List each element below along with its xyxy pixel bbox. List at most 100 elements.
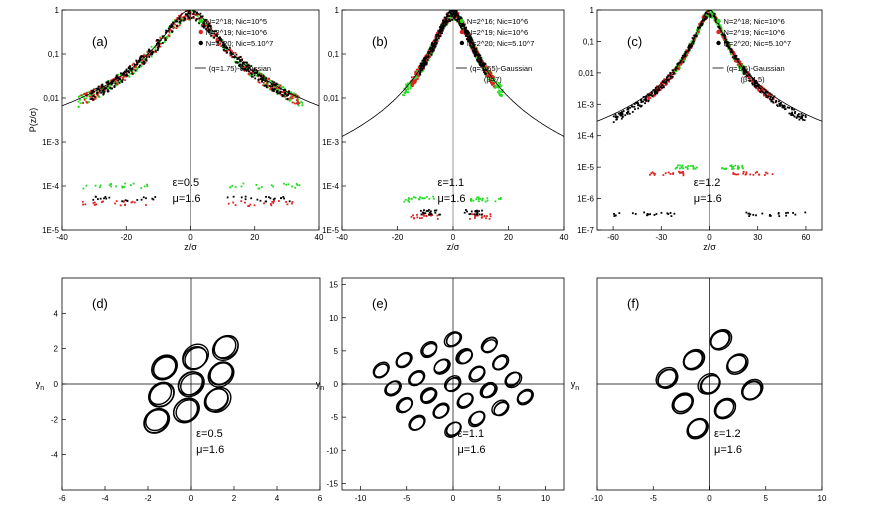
- data-point: [428, 47, 431, 50]
- data-point: [444, 22, 447, 25]
- data-point: [248, 70, 250, 73]
- data-point: [467, 38, 470, 41]
- data-point: [761, 212, 764, 215]
- data-point: [655, 213, 658, 215]
- data-point: [712, 15, 715, 17]
- data-point: [483, 215, 486, 218]
- data-point: [129, 65, 131, 68]
- data-point: [465, 209, 467, 211]
- data-point: [256, 70, 259, 72]
- data-point: [458, 21, 461, 24]
- data-point: [483, 64, 486, 67]
- data-point: [226, 49, 229, 52]
- data-point: [493, 82, 495, 85]
- data-point: [431, 42, 433, 45]
- x-tick-label: -40: [336, 233, 348, 242]
- data-point: [791, 113, 793, 115]
- data-point: [246, 61, 248, 64]
- data-point: [717, 25, 720, 28]
- data-point: [459, 16, 462, 19]
- data-point: [220, 39, 223, 41]
- data-point: [138, 66, 141, 68]
- data-point: [478, 213, 481, 216]
- data-point: [613, 212, 615, 215]
- data-point: [223, 48, 226, 51]
- data-point: [172, 26, 175, 29]
- data-point: [188, 17, 191, 19]
- data-point: [238, 56, 240, 59]
- data-point: [439, 27, 442, 30]
- data-point: [476, 213, 479, 216]
- y-tick-label: -10: [326, 446, 338, 455]
- data-point: [704, 17, 707, 20]
- data-point: [728, 44, 731, 47]
- data-point: [737, 59, 740, 62]
- data-point: [273, 81, 276, 84]
- data-point: [721, 167, 724, 169]
- data-point: [170, 25, 173, 28]
- data-point: [124, 182, 126, 185]
- data-point: [441, 28, 444, 31]
- data-point: [798, 118, 801, 121]
- data-point: [675, 69, 678, 72]
- data-point: [131, 200, 134, 203]
- data-point: [482, 65, 484, 68]
- data-point: [667, 74, 670, 77]
- data-point: [285, 183, 288, 186]
- data-point: [403, 200, 406, 203]
- data-point: [489, 213, 492, 216]
- data-point: [781, 104, 784, 107]
- data-point: [135, 69, 138, 72]
- data-point: [669, 173, 672, 175]
- data-point: [282, 91, 285, 94]
- data-point: [280, 93, 282, 96]
- data-point: [143, 185, 146, 188]
- data-point: [143, 62, 146, 65]
- data-point: [415, 69, 418, 72]
- data-point: [238, 63, 241, 66]
- data-point: [680, 63, 683, 66]
- data-point: [698, 30, 700, 32]
- data-point: [473, 213, 476, 216]
- data-point: [98, 91, 100, 94]
- data-point: [804, 114, 807, 117]
- data-point: [262, 84, 265, 87]
- data-point: [622, 110, 625, 112]
- data-point: [500, 197, 502, 199]
- data-point: [227, 202, 230, 205]
- data-point: [467, 40, 470, 42]
- data-point: [492, 80, 495, 83]
- data-point: [719, 24, 721, 27]
- data-point: [236, 61, 239, 64]
- data-point: [256, 198, 259, 201]
- data-point: [731, 56, 734, 59]
- x-tick-label: 40: [315, 233, 324, 242]
- data-point: [759, 87, 762, 90]
- data-point: [206, 29, 209, 32]
- data-point: [423, 64, 426, 67]
- data-point: [258, 187, 261, 190]
- data-point: [481, 64, 484, 67]
- legend-fit-note: (β=4.5): [741, 75, 766, 84]
- data-point: [800, 115, 803, 118]
- attractor-loop: [420, 340, 438, 358]
- data-point: [477, 196, 480, 199]
- data-point: [181, 18, 184, 21]
- x-tick-label: -20: [392, 233, 404, 242]
- data-point: [678, 167, 681, 170]
- data-point: [656, 92, 658, 95]
- data-point: [768, 214, 771, 217]
- data-point: [120, 80, 123, 82]
- data-point: [133, 68, 136, 71]
- data-point: [435, 41, 438, 44]
- data-point: [242, 61, 245, 64]
- data-point: [448, 15, 451, 17]
- data-point: [436, 214, 439, 217]
- data-point: [296, 103, 299, 105]
- data-point: [666, 212, 669, 215]
- data-point: [92, 89, 95, 92]
- data-point: [164, 39, 167, 42]
- data-point: [296, 96, 299, 99]
- data-point: [690, 45, 693, 48]
- data-point: [116, 82, 119, 84]
